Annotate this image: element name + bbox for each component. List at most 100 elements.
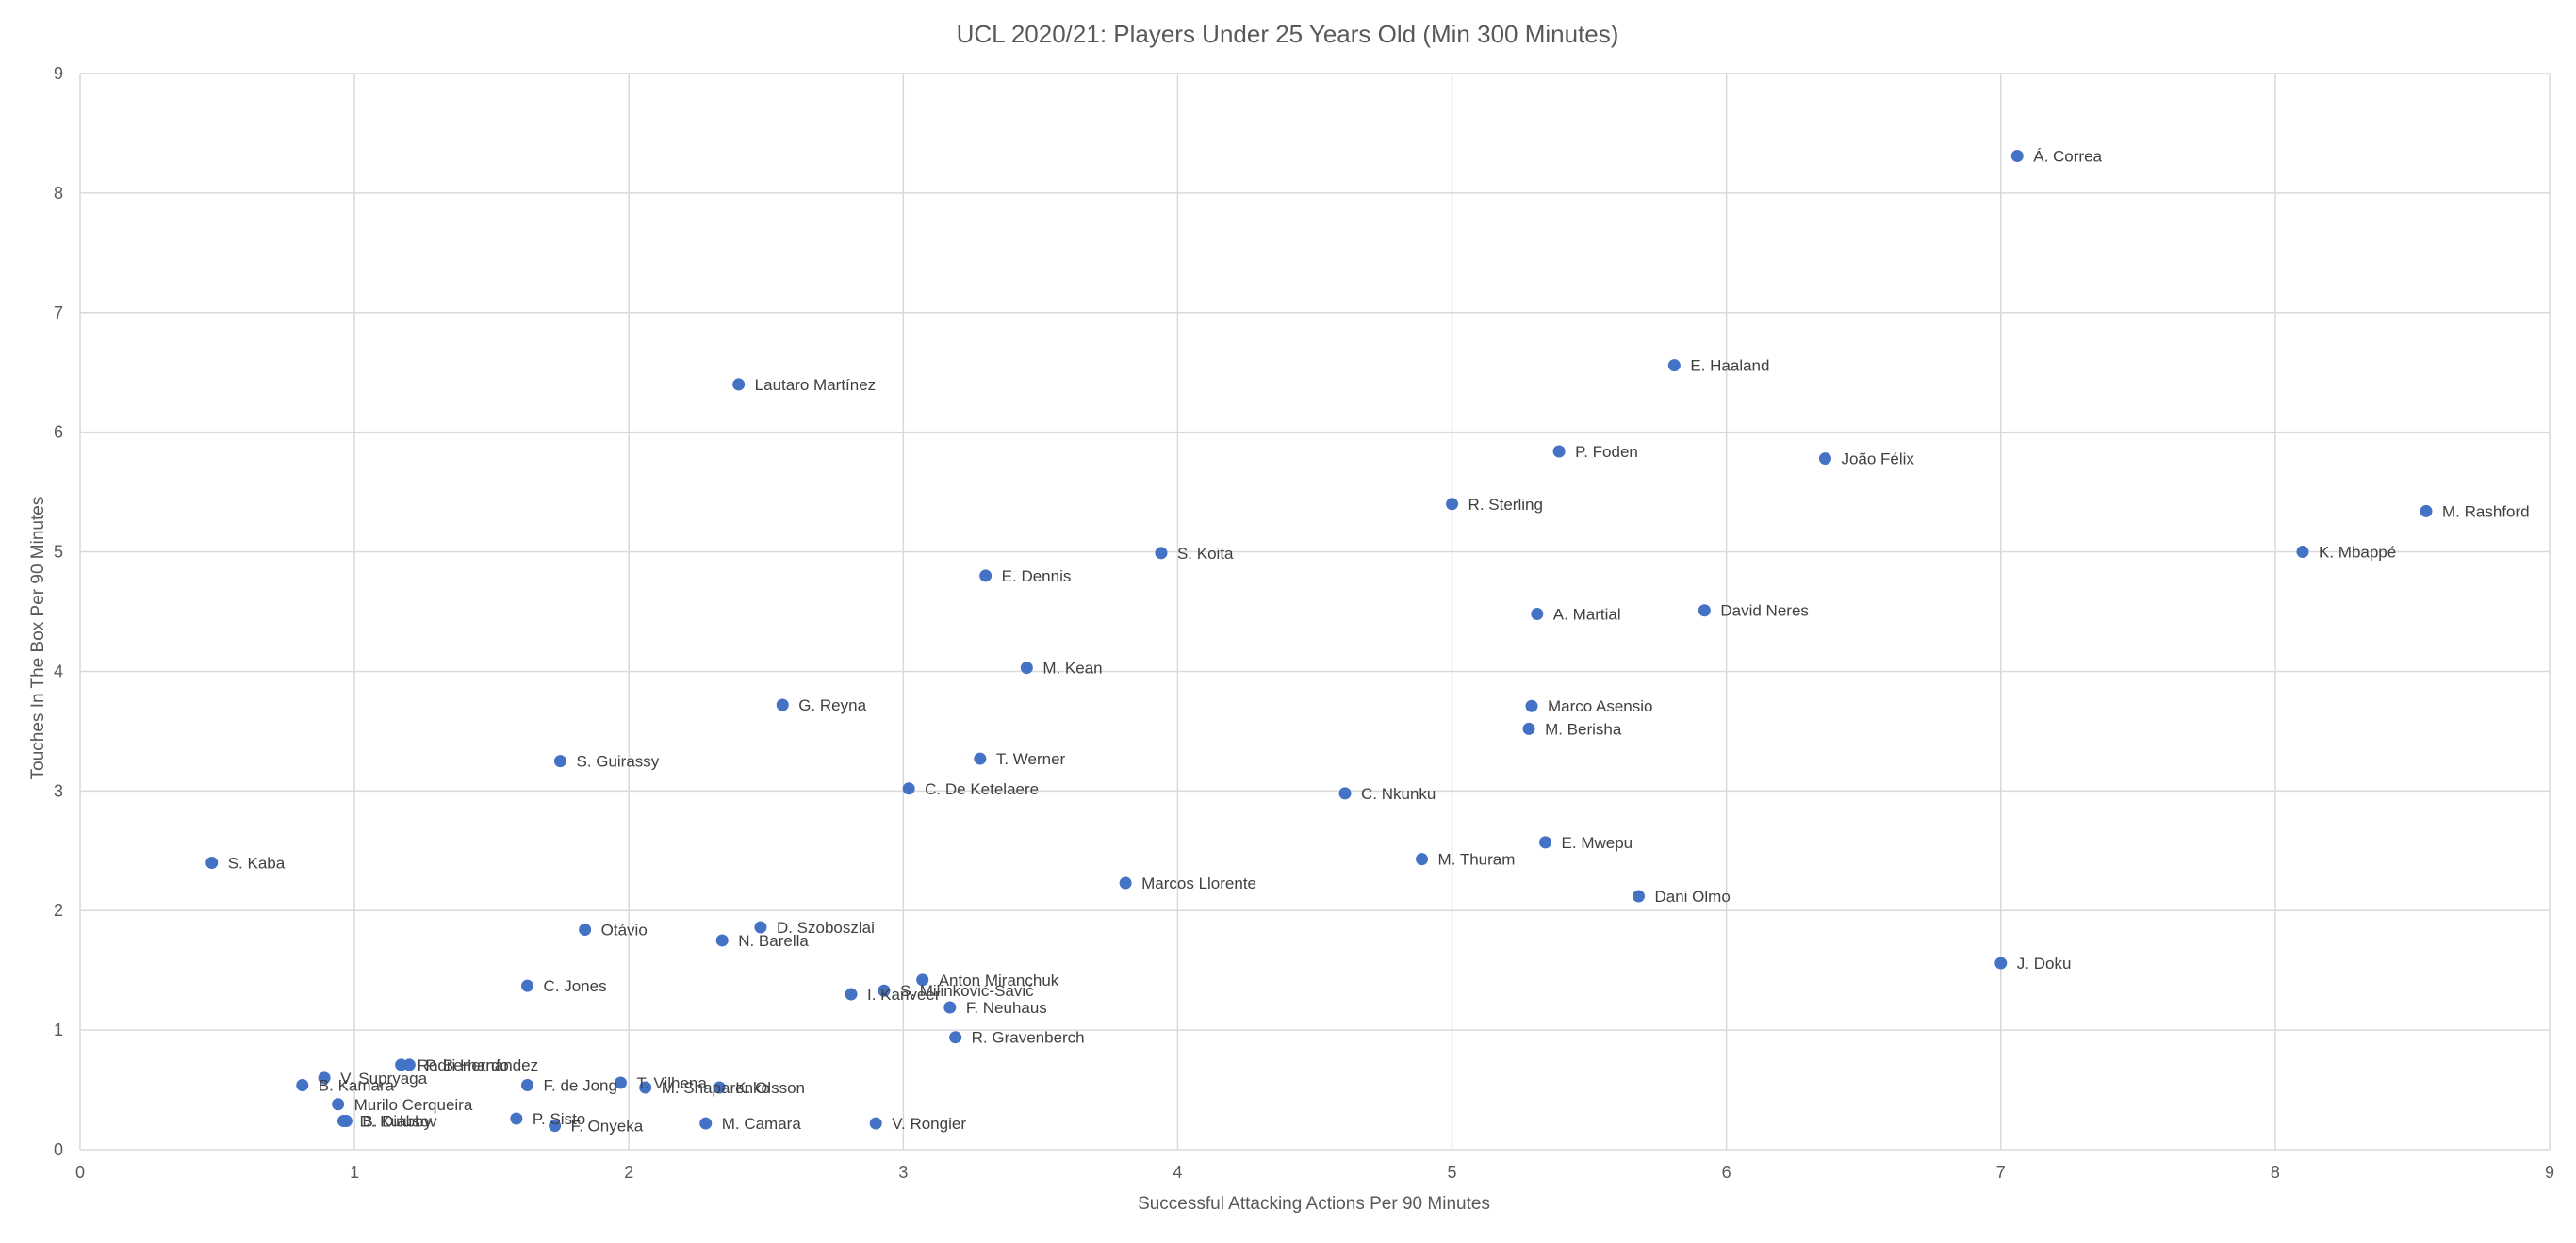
data-point (2010, 150, 2024, 163)
data-point (1020, 662, 1033, 675)
data-points (205, 150, 2433, 1133)
data-label: Otávio (601, 922, 648, 940)
data-label: R. Sterling (1468, 496, 1543, 514)
data-label: M. Camara (722, 1115, 802, 1133)
data-label: P. Sisto (533, 1110, 585, 1128)
data-point (845, 988, 858, 1001)
data-label: N. Barella (738, 932, 809, 950)
data-label: V. Rongier (892, 1115, 966, 1133)
data-point (614, 1076, 627, 1089)
data-point (1155, 547, 1168, 560)
data-label: S. Guirassy (576, 753, 659, 771)
data-label: M. Thuram (1438, 851, 1516, 869)
data-label: Lautaro Martínez (755, 376, 877, 394)
y-tick-label: 2 (54, 901, 63, 920)
chart-title: UCL 2020/21: Players Under 25 Years Old … (957, 20, 1619, 48)
y-tick-label: 0 (54, 1140, 63, 1159)
x-tick-label: 1 (350, 1163, 359, 1182)
data-label: G. Reyna (798, 696, 866, 714)
data-point (979, 569, 993, 582)
data-point (2296, 546, 2309, 559)
data-label: T. Vilhena (636, 1074, 707, 1092)
y-tick-label: 7 (54, 303, 63, 322)
data-label: Marco Asensio (1548, 697, 1653, 715)
data-label: R. Gravenberch (972, 1029, 1085, 1047)
x-tick-label: 3 (898, 1163, 908, 1182)
data-point (699, 1117, 713, 1130)
data-label: D. Kulusov (359, 1113, 437, 1131)
data-label: S. Koita (1177, 545, 1234, 563)
data-point (878, 984, 891, 997)
data-point (1416, 853, 1429, 866)
data-point (1446, 498, 1459, 511)
data-label: Á. Correa (2033, 148, 2102, 166)
data-label: B. Diabby (362, 1113, 432, 1131)
data-point (1522, 722, 1535, 735)
data-point (510, 1112, 523, 1125)
data-label: Dani Olmo (1655, 888, 1731, 906)
data-point (205, 856, 219, 869)
data-label: M. Rashford (2442, 502, 2530, 520)
data-label: F. de Jong (544, 1076, 617, 1094)
y-tick-label: 3 (54, 781, 63, 800)
data-label: V. Supryaga (340, 1070, 428, 1088)
y-tick-label: 8 (54, 184, 63, 203)
x-tick-label: 6 (1722, 1163, 1731, 1182)
x-tick-label: 8 (2271, 1163, 2280, 1182)
data-point (1539, 836, 1552, 849)
data-point (1994, 957, 2008, 970)
x-tick-label: 0 (75, 1163, 85, 1182)
data-point (296, 1078, 309, 1091)
data-label: I. Kanveer (867, 986, 941, 1004)
data-point (318, 1071, 331, 1085)
y-tick-label: 4 (54, 662, 63, 680)
data-label: P. Bernardo (425, 1056, 509, 1074)
data-point (869, 1117, 882, 1130)
data-point (732, 378, 746, 391)
x-tick-label: 2 (624, 1163, 633, 1182)
data-point (1667, 359, 1681, 372)
data-label: E. Mwepu (1562, 834, 1633, 852)
data-point (1698, 604, 1711, 617)
data-point (974, 752, 987, 765)
data-point (553, 755, 566, 768)
data-label: E. Haaland (1690, 357, 1769, 375)
data-label: D. Szoboszlai (777, 919, 875, 937)
data-label: S. Milinković-Savić (900, 982, 1034, 1000)
data-label: B. Kamara (319, 1076, 395, 1094)
data-point (715, 934, 729, 947)
data-point (332, 1098, 345, 1111)
data-label: Murilo Cerqueira (354, 1096, 473, 1114)
x-axis-title: Successful Attacking Actions Per 90 Minu… (1138, 1194, 1490, 1214)
data-label: F. Onyeka (571, 1118, 644, 1136)
data-label: K. Olsson (735, 1079, 805, 1097)
x-tick-label: 4 (1173, 1163, 1182, 1182)
y-tick-label: 6 (54, 423, 63, 442)
point-labels: Á. Correa E. Haaland Lautaro Martínez P. Fo… (228, 148, 2530, 1136)
data-point (1552, 445, 1566, 458)
data-point (339, 1115, 353, 1128)
data-point (1119, 876, 1132, 890)
x-tick-label: 5 (1448, 1163, 1457, 1182)
data-label: M. Berisha (1545, 720, 1622, 738)
data-point (2420, 504, 2433, 517)
data-label: Marcos Llorente (1141, 875, 1256, 892)
data-label: E. Dennis (1002, 567, 1072, 585)
data-label: M. Shaparenko (662, 1079, 770, 1097)
data-point (402, 1058, 416, 1071)
data-point (549, 1120, 562, 1133)
gridlines (79, 73, 2551, 1151)
data-point (1338, 787, 1352, 800)
data-label: Rodri Hernández (418, 1056, 539, 1074)
data-label: João Félix (1841, 450, 1914, 468)
data-label: M. Kean (1042, 660, 1102, 678)
y-tick-label: 1 (54, 1021, 63, 1039)
data-point (521, 979, 534, 992)
data-label: S. Kaba (228, 854, 286, 872)
y-axis-title: Touches In The Box Per 90 Minutes (28, 497, 48, 780)
data-point (1633, 890, 1646, 903)
data-point (1531, 608, 1544, 621)
